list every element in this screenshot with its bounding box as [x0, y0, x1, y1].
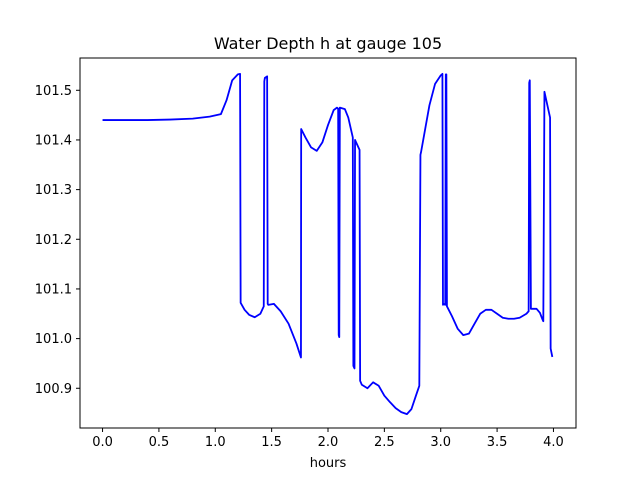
x-tick-label: 1.5: [261, 435, 282, 450]
series-line: [102, 72, 554, 415]
y-tick-label: 100.9: [35, 382, 72, 397]
x-axis: 0.0 0.5 1.0 1.5 2.0 2.5 3.0 3.5 4.0: [92, 428, 564, 450]
x-tick-label: 3.5: [487, 435, 508, 450]
y-tick-label: 101.2: [35, 233, 72, 248]
x-tick-label: 4.0: [543, 435, 564, 450]
y-tick-label: 101.5: [35, 84, 72, 99]
plot-area: [102, 72, 554, 415]
x-tick-label: 3.0: [430, 435, 451, 450]
y-axis: 100.9 101.0 101.1 101.2 101.3 101.4 101.5: [35, 84, 80, 397]
x-axis-label: hours: [310, 456, 347, 471]
x-tick-label: 0.0: [92, 435, 113, 450]
y-tick-label: 101.4: [35, 133, 72, 148]
x-tick-label: 1.0: [205, 435, 226, 450]
y-tick-label: 101.1: [35, 282, 72, 297]
x-tick-label: 2.0: [318, 435, 339, 450]
x-tick-label: 0.5: [149, 435, 170, 450]
x-tick-label: 2.5: [374, 435, 395, 450]
y-tick-label: 101.0: [35, 332, 72, 347]
chart-title: Water Depth h at gauge 105: [214, 34, 442, 53]
y-tick-label: 101.3: [35, 183, 72, 198]
